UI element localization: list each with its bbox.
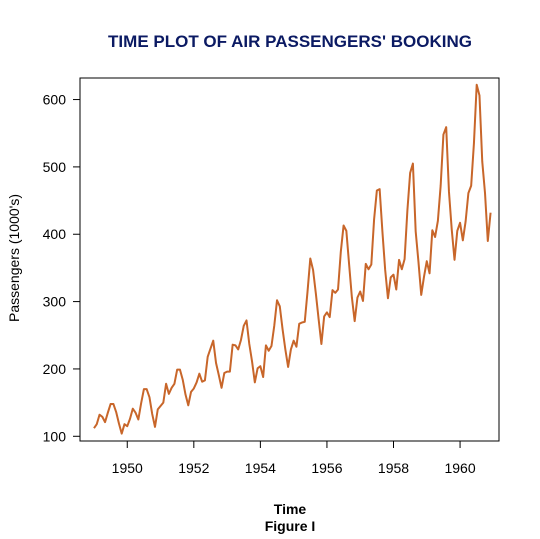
y-tick-label: 400 bbox=[43, 226, 67, 242]
x-tick-label: 1950 bbox=[112, 460, 143, 476]
y-tick-label: 100 bbox=[43, 428, 67, 444]
chart-title: TIME PLOT OF AIR PASSENGERS' BOOKING bbox=[108, 32, 472, 51]
plot-frame bbox=[79, 77, 500, 442]
y-axis: 100 200 300 400 500 600 bbox=[43, 92, 80, 444]
y-tick-label: 600 bbox=[43, 92, 67, 108]
x-tick-label: 1952 bbox=[178, 460, 209, 476]
x-tick-label: 1956 bbox=[311, 460, 342, 476]
y-tick-label: 200 bbox=[43, 361, 67, 377]
x-axis: 1950 1952 1954 1956 1958 1960 bbox=[112, 441, 476, 476]
x-tick-label: 1960 bbox=[444, 460, 475, 476]
x-tick-label: 1954 bbox=[245, 460, 276, 476]
x-tick-label: 1958 bbox=[378, 460, 409, 476]
figure-caption: Figure I bbox=[265, 518, 316, 534]
y-axis-label: Passengers (1000's) bbox=[6, 194, 22, 322]
y-tick-label: 300 bbox=[43, 294, 67, 310]
y-tick-label: 500 bbox=[43, 159, 67, 175]
series-line bbox=[93, 83, 492, 435]
x-axis-label: Time bbox=[274, 501, 307, 517]
